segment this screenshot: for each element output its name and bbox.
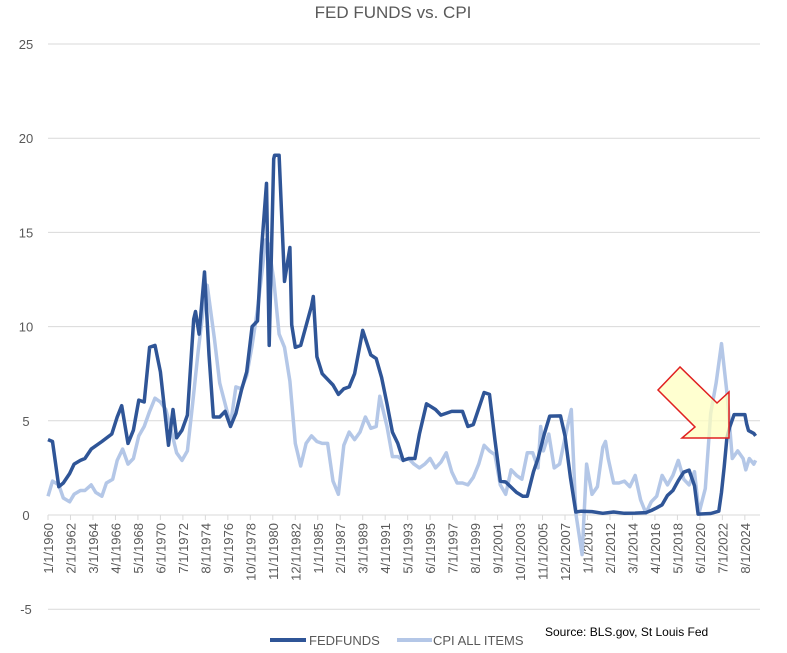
x-tick-label: 3/1/1989 (356, 523, 371, 574)
x-tick-label: 2/1/2012 (603, 523, 618, 574)
x-tick-label: 5/1/1968 (131, 523, 146, 574)
annotation-arrow (656, 365, 730, 439)
y-tick-label: 25 (19, 37, 33, 52)
y-tick-label: 0 (22, 508, 29, 523)
legend-label-cpi: CPI ALL ITEMS (433, 633, 524, 648)
x-tick-label: 7/1/2022 (715, 523, 730, 574)
x-tick-label: 1/1/1960 (41, 523, 56, 574)
x-tick-label: 3/1/2014 (625, 523, 640, 574)
y-tick-label: 20 (19, 131, 33, 146)
x-tick-label: 11/1/2005 (536, 523, 551, 580)
x-tick-label: 12/1/2007 (558, 523, 573, 581)
x-tick-label: 4/1/1991 (378, 523, 393, 574)
x-tick-label: 8/1/1999 (468, 523, 483, 574)
legend: FEDFUNDS CPI ALL ITEMS (270, 633, 524, 648)
x-tick-label: 6/1/1970 (153, 523, 168, 574)
y-tick-label: 15 (19, 225, 33, 240)
x-tick-label: 2/1/1987 (333, 523, 348, 574)
y-tick-label: -5 (20, 602, 32, 617)
x-tick-label: 8/1/2024 (738, 523, 753, 574)
x-tick-label: 1/1/1985 (311, 523, 326, 574)
source-note: Source: BLS.gov, St Louis Fed (545, 625, 708, 639)
x-tick-label: 9/1/1976 (221, 523, 236, 574)
x-tick-label: 6/1/1995 (423, 523, 438, 574)
x-tick-label: 3/1/1964 (86, 523, 101, 574)
x-tick-label: 6/1/2020 (693, 523, 708, 574)
x-tick-label: 4/1/1966 (108, 523, 123, 574)
y-tick-label: 10 (19, 320, 33, 335)
series-line-cpi (46, 238, 758, 557)
x-tick-label: 5/1/2018 (670, 523, 685, 574)
chart-title: FED FUNDS vs. CPI (315, 3, 472, 22)
x-tick-label: 9/1/2001 (491, 523, 506, 574)
x-tick-label: 10/1/2003 (513, 523, 528, 581)
x-tick-label: 5/1/1993 (401, 523, 416, 574)
x-tick-label: 7/1/1997 (446, 523, 461, 574)
x-tick-label: 4/1/2016 (648, 523, 663, 574)
x-tick-label: 2/1/1962 (63, 523, 78, 574)
x-tick-label: 11/1/1980 (266, 523, 281, 580)
series-line-fedfunds (47, 153, 758, 516)
x-tick-label: 12/1/1982 (288, 523, 303, 581)
x-tick-label: 8/1/1974 (198, 523, 213, 574)
x-tick-label: 7/1/1972 (176, 523, 191, 574)
x-tick-label: 10/1/1978 (243, 523, 258, 581)
y-tick-label: 5 (22, 414, 29, 429)
legend-label-fedfunds: FEDFUNDS (309, 633, 380, 648)
